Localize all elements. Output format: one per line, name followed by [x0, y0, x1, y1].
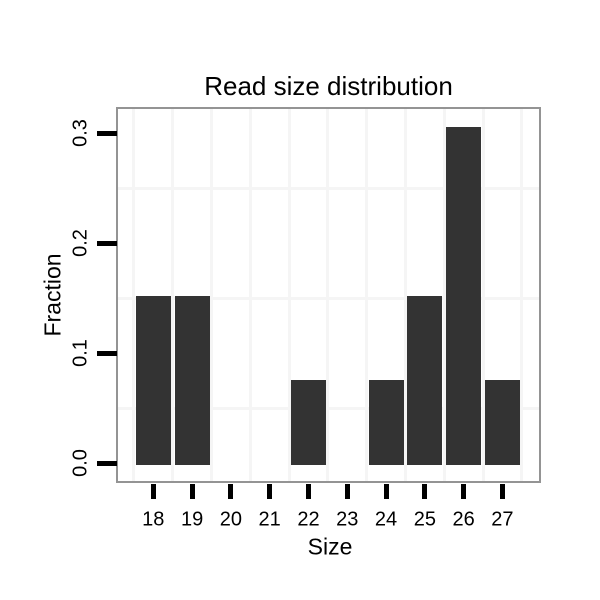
y-tick-label: 0.0: [69, 449, 92, 477]
y-axis-tick: [97, 240, 117, 246]
x-tick-label: 19: [180, 508, 204, 531]
y-tick-label: 0.3: [69, 119, 92, 147]
gridline-minor-vertical: [365, 109, 369, 481]
x-tick-label: 25: [413, 508, 436, 531]
y-axis-tick: [97, 350, 117, 356]
gridline-minor-vertical: [132, 109, 136, 481]
gridline-minor-vertical: [403, 109, 407, 481]
gridline-minor-vertical: [481, 109, 485, 481]
x-axis-tick: [422, 484, 428, 499]
x-tick-label: 22: [297, 508, 320, 531]
gridline-minor-vertical: [209, 109, 213, 481]
x-tick-label: 27: [491, 508, 514, 531]
bar: [484, 380, 520, 465]
bar: [446, 126, 482, 465]
x-axis-tick: [228, 484, 234, 499]
gridline-minor-horizontal: [118, 406, 539, 410]
x-axis-tick: [383, 484, 389, 499]
bar: [368, 380, 404, 465]
y-axis-tick: [97, 460, 117, 466]
x-axis-tick: [305, 484, 311, 499]
gridline-minor-vertical: [442, 109, 446, 481]
gridline-minor-vertical: [248, 109, 252, 481]
x-tick-label: 21: [258, 508, 281, 531]
x-axis-tick: [461, 484, 467, 499]
gridline-minor-horizontal: [118, 186, 539, 190]
x-tick-label: 26: [452, 508, 475, 531]
x-axis-tick: [267, 484, 273, 499]
y-axis-tick: [97, 130, 117, 136]
bar: [407, 295, 443, 465]
x-axis-tick: [499, 484, 505, 499]
plot-panel: [116, 107, 541, 483]
x-tick-label: 20: [219, 508, 242, 531]
x-axis-tick: [344, 484, 350, 499]
gridline-minor-horizontal: [118, 296, 539, 300]
x-axis-tick: [150, 484, 156, 499]
y-axis-label: Fraction: [39, 253, 66, 337]
chart-title: Read size distribution: [204, 71, 453, 101]
x-axis-tick: [189, 484, 195, 499]
x-tick-label: 18: [142, 508, 165, 531]
bar: [174, 295, 210, 465]
gridline-minor-vertical: [520, 109, 524, 481]
y-tick-label: 0.1: [69, 339, 92, 367]
gridline-minor-vertical: [326, 109, 330, 481]
gridline-minor-vertical: [287, 109, 291, 481]
bar: [135, 295, 171, 465]
x-tick-label: 23: [336, 508, 359, 531]
gridline-minor-vertical: [171, 109, 175, 481]
y-tick-label: 0.2: [69, 229, 92, 257]
x-axis-label: Size: [307, 533, 353, 560]
bar: [290, 380, 326, 465]
x-tick-label: 24: [374, 508, 398, 531]
